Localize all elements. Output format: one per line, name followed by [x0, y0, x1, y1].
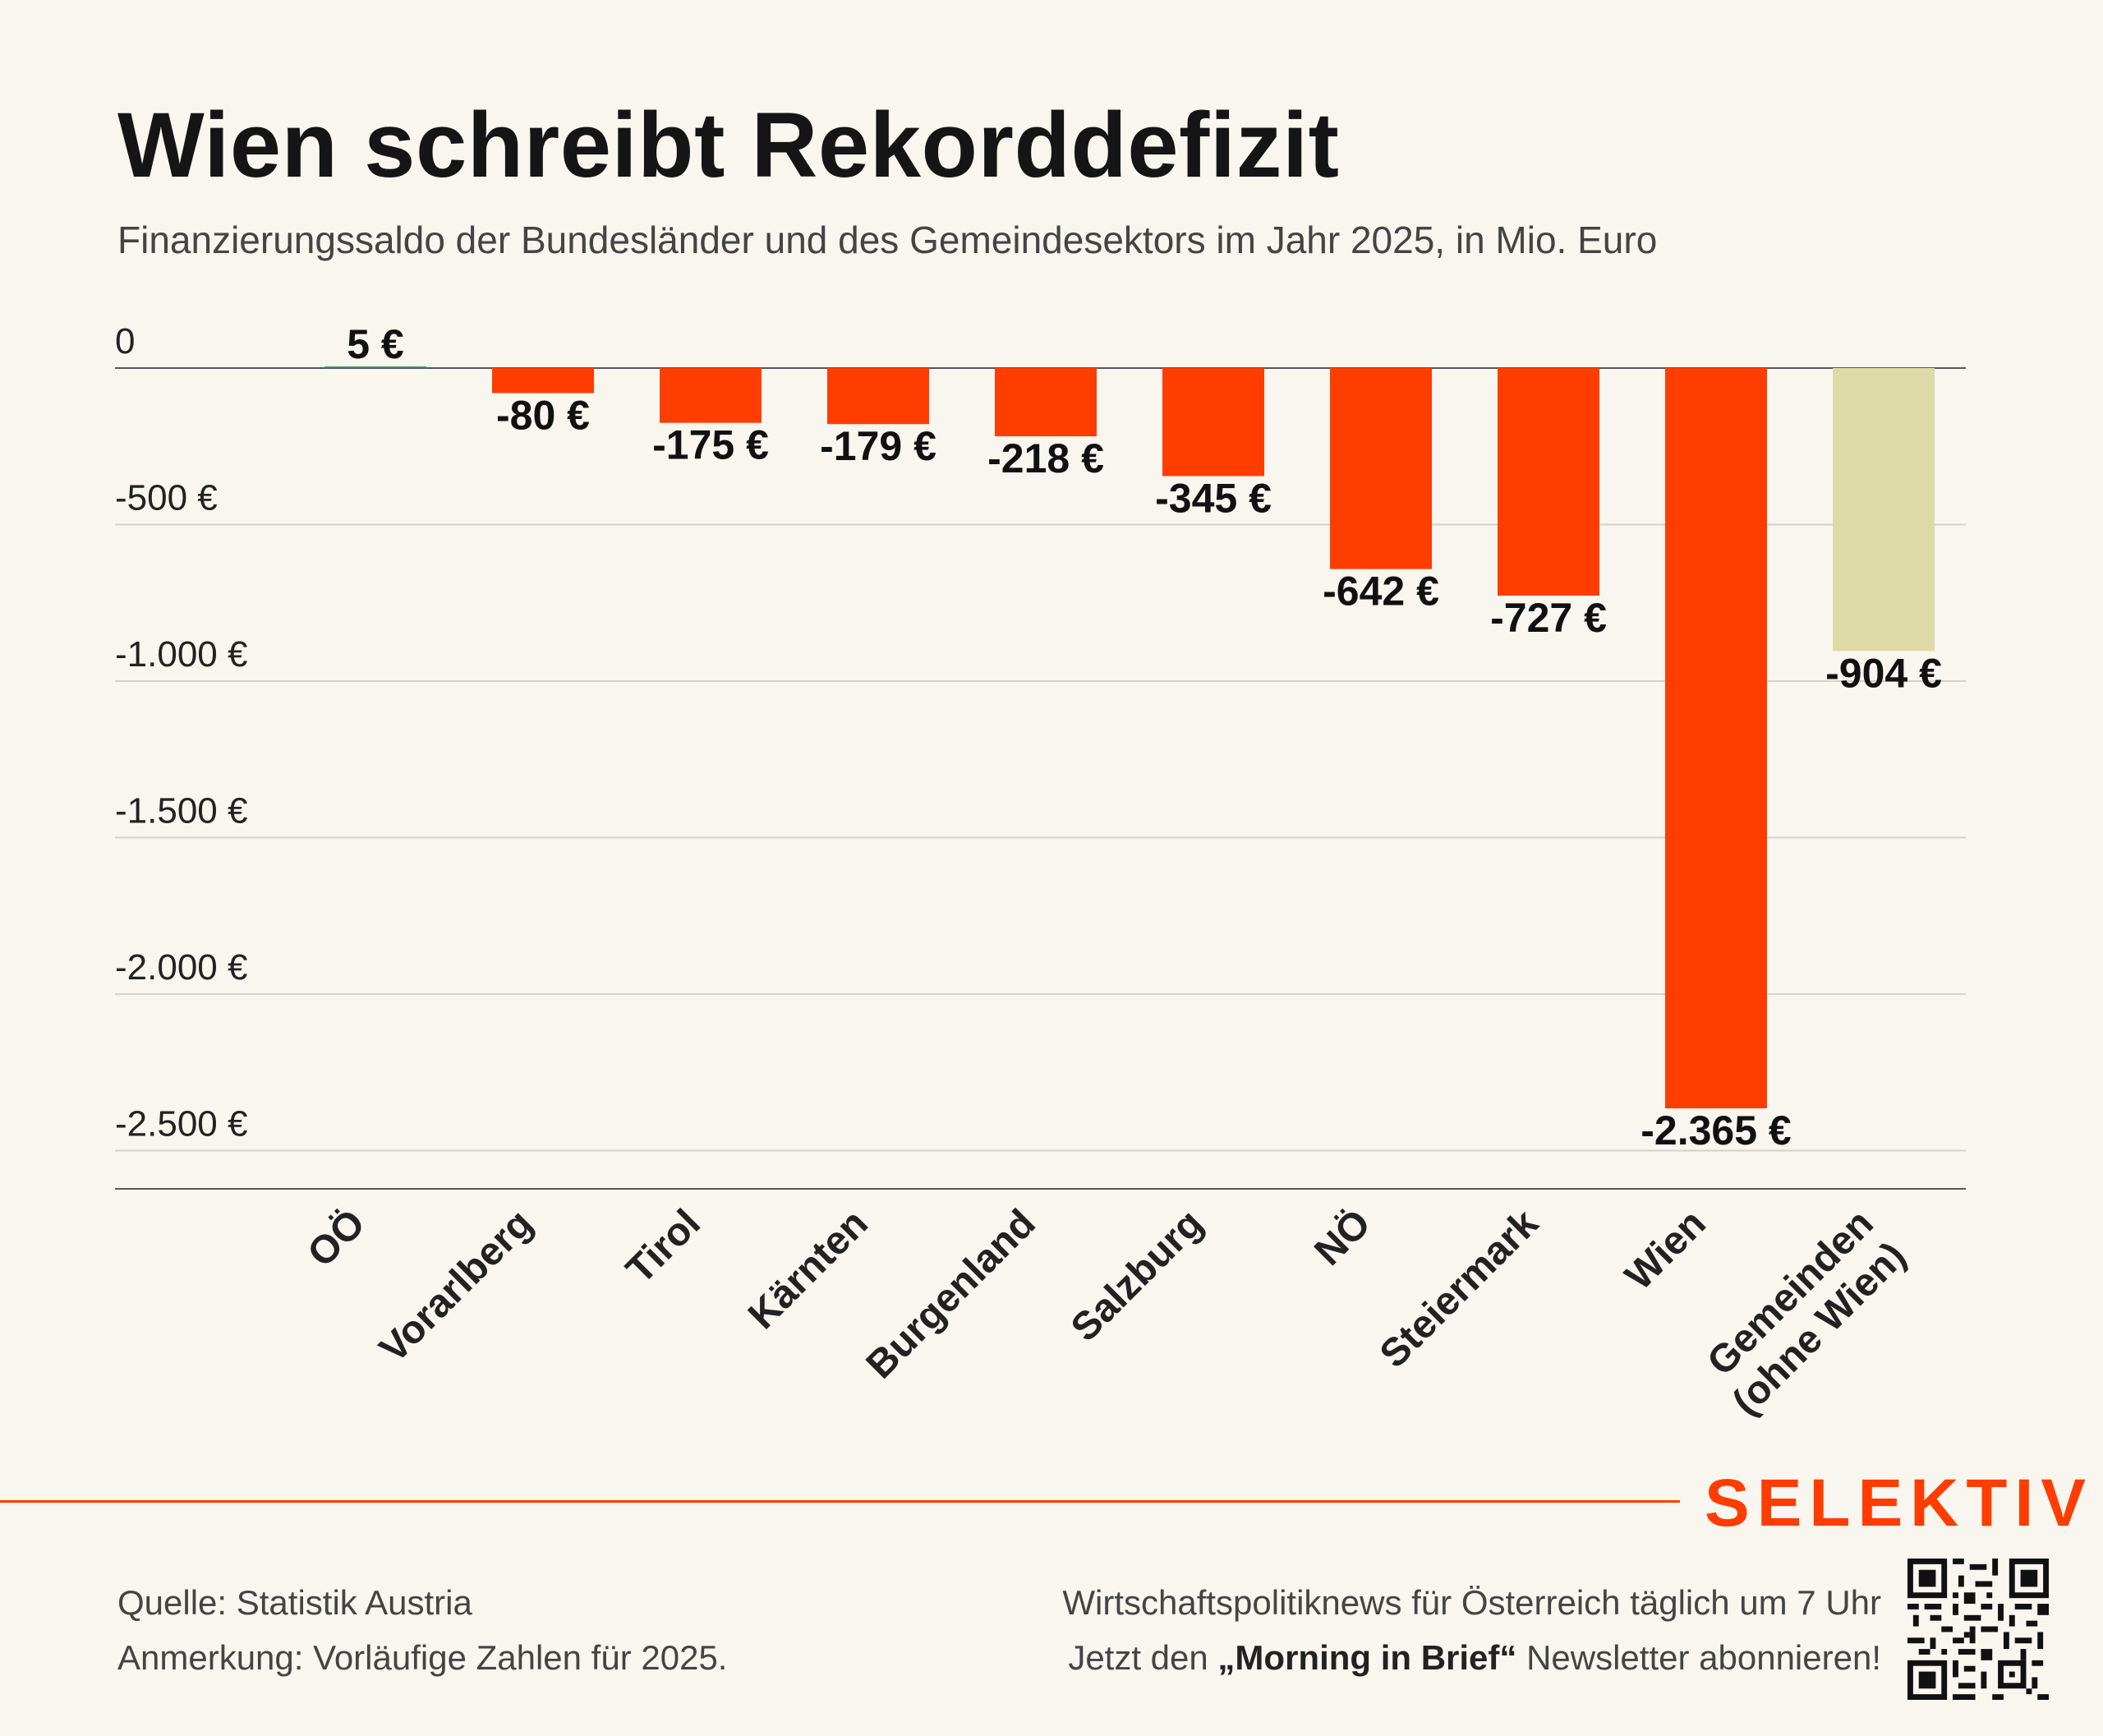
bar — [1665, 368, 1767, 1109]
x-tick-label-line: Vorarlberg — [371, 1201, 541, 1371]
data-label: -218 € — [987, 435, 1104, 481]
newsletter-name[interactable]: „Morning in Brief“ — [1217, 1638, 1517, 1677]
data-label: -80 € — [496, 392, 590, 438]
promo-line-2[interactable]: Jetzt den „Morning in Brief“ Newsletter … — [1068, 1637, 1881, 1679]
bar — [1330, 368, 1432, 569]
data-label: 5 € — [347, 321, 404, 367]
brand-logo: SELEKTIV — [1705, 1466, 2093, 1540]
data-label: -727 € — [1490, 595, 1607, 641]
y-tick-label: -500 € — [115, 478, 218, 518]
data-label: -179 € — [820, 423, 936, 469]
bar — [492, 368, 594, 394]
x-tick-label: Wien — [1618, 1201, 1714, 1298]
x-tick-label-line: Tirol — [618, 1201, 708, 1292]
data-label: -175 € — [652, 422, 769, 468]
x-tick-label: OÖ — [300, 1201, 374, 1275]
x-tick-label: Tirol — [618, 1201, 708, 1292]
bar — [324, 366, 426, 369]
x-tick-label-line: OÖ — [300, 1201, 374, 1275]
x-tick-label: NÖ — [1306, 1201, 1378, 1273]
bar — [1498, 368, 1599, 596]
x-tick-label-line: Steiermark — [1372, 1201, 1547, 1376]
qr-code-icon[interactable] — [1907, 1559, 2049, 1700]
x-tick-label-line: NÖ — [1306, 1201, 1378, 1273]
x-tick-label-line: Salzburg — [1063, 1201, 1212, 1350]
promo-line-1: Wirtschaftspolitiknews für Österreich tä… — [1062, 1583, 1881, 1622]
footer-divider — [0, 1500, 1680, 1503]
x-tick-label: Vorarlberg — [371, 1201, 541, 1371]
x-tick-label: Salzburg — [1063, 1201, 1212, 1350]
x-tick-label: Burgenland — [858, 1201, 1044, 1387]
y-tick-label: 0 — [115, 321, 135, 361]
x-tick-label: Steiermark — [1372, 1201, 1547, 1376]
bar — [827, 368, 929, 425]
x-tick-label: Kärnten — [740, 1201, 877, 1338]
x-tick-label-line: Wien — [1618, 1201, 1714, 1298]
bar — [660, 368, 762, 423]
source-text: Quelle: Statistik Austria — [117, 1583, 472, 1622]
y-tick-label: -1.000 € — [115, 634, 247, 675]
bar-chart: 0 -500 € -1.000 € -1.500 € -2.000 € -2.500 € 5… — [115, 321, 1966, 1424]
bar — [1833, 368, 1935, 652]
note-text: Anmerkung: Vorläufige Zahlen für 2025. — [117, 1638, 728, 1677]
x-tick-label-line: Kärnten — [740, 1201, 877, 1338]
x-tick-label-line: Burgenland — [858, 1201, 1044, 1387]
y-tick-label: -1.500 € — [115, 791, 247, 831]
bar — [1162, 368, 1264, 477]
x-tick-label: Gemeinden(ohne Wien) — [1691, 1201, 1914, 1424]
y-tick-label: -2.000 € — [115, 947, 247, 988]
data-label: -642 € — [1323, 569, 1439, 615]
data-label: -904 € — [1825, 650, 1942, 696]
data-label: -345 € — [1155, 475, 1272, 521]
data-label: -2.365 € — [1641, 1107, 1791, 1153]
promo-suffix: Newsletter abonnieren! — [1516, 1638, 1881, 1677]
y-tick-label: -2.500 € — [115, 1104, 247, 1144]
bar — [995, 368, 1097, 437]
promo-prefix: Jetzt den — [1068, 1638, 1218, 1677]
chart-subtitle: Finanzierungssaldo der Bundesländer und … — [117, 219, 1658, 261]
chart-title: Wien schreibt Rekorddefizit — [117, 94, 1340, 196]
